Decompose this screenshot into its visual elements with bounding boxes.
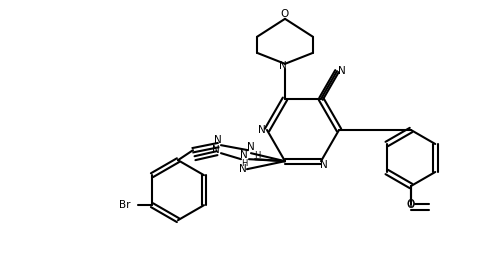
- Text: N: N: [338, 66, 345, 76]
- Text: N: N: [320, 160, 327, 170]
- Text: N: N: [279, 61, 286, 71]
- Text: N: N: [258, 125, 266, 135]
- Text: O: O: [281, 9, 289, 19]
- Text: N: N: [212, 145, 219, 155]
- Text: O: O: [406, 200, 414, 210]
- Text: O: O: [406, 199, 414, 209]
- Text: N: N: [214, 135, 221, 145]
- Text: N: N: [239, 150, 247, 160]
- Text: H: H: [240, 159, 246, 168]
- Text: H: H: [254, 151, 260, 160]
- Text: Br: Br: [118, 200, 130, 210]
- Text: N: N: [238, 164, 246, 174]
- Text: N: N: [246, 142, 255, 152]
